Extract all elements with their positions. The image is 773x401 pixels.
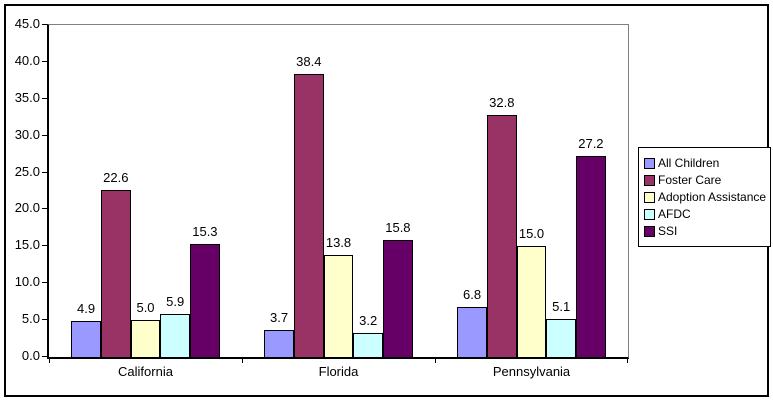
legend-entry-adoption-assistance: Adoption Assistance xyxy=(644,189,766,205)
bar-all-children-pennsylvania xyxy=(457,306,487,357)
legend-label: SSI xyxy=(658,224,678,238)
y-axis-tick-label: 10.0 xyxy=(14,274,40,290)
bar-adoption-assistance-california xyxy=(130,320,161,357)
legend-swatch-ssi xyxy=(644,225,655,237)
x-axis-tick xyxy=(242,358,243,363)
bar-value-label: 38.4 xyxy=(296,53,322,69)
legend-entry-all-children: All Children xyxy=(644,155,766,171)
category-label-pennsylvania: Pennsylvania xyxy=(492,364,571,379)
chart-frame: 0.0 5.0 10.0 15.0 20.0 25.0 30.0 35.0 40.0 45.0 4… xyxy=(4,4,772,397)
bar-value-label: 15.8 xyxy=(385,220,411,236)
y-axis-tick-label: 15.0 xyxy=(14,237,40,253)
y-axis-tick xyxy=(42,282,47,284)
bar-ssi-florida xyxy=(383,240,413,357)
bar-afdc-florida xyxy=(353,333,383,357)
bar-ssi-california xyxy=(190,244,220,357)
bar-all-children-california xyxy=(71,320,101,357)
bar-value-label: 6.8 xyxy=(463,286,482,302)
bar-value-label: 3.7 xyxy=(270,309,289,325)
bar-value-label: 3.2 xyxy=(359,313,378,329)
y-axis-tick-label: 0.0 xyxy=(21,348,40,363)
legend-label: Foster Care xyxy=(658,173,722,187)
bar-ssi-pennsylvania xyxy=(576,156,606,357)
bar-afdc-pennsylvania xyxy=(546,319,576,357)
bar-foster-care-california xyxy=(101,190,131,357)
legend-swatch-afdc xyxy=(644,208,655,220)
x-axis-tick xyxy=(627,358,628,363)
bar-value-label: 32.8 xyxy=(489,95,515,110)
y-axis-tick xyxy=(42,208,47,210)
y-axis-tick-label: 30.0 xyxy=(14,126,40,142)
y-axis-tick xyxy=(42,134,47,136)
category-label-california: California xyxy=(118,364,173,379)
y-axis-tick-label: 20.0 xyxy=(14,200,40,216)
legend-label: All Children xyxy=(658,156,720,170)
plot-area: 4.9 3.7 6.8 22.6 38.4 32.8 5.0 13.8 15.0 5.9 3.2 5.… xyxy=(47,24,629,359)
bar-value-label: 22.6 xyxy=(103,170,129,186)
legend-swatch-all-children xyxy=(644,157,655,169)
y-axis-tick-label: 45.0 xyxy=(14,16,40,31)
y-axis-tick-label: 25.0 xyxy=(14,163,40,179)
bar-foster-care-pennsylvania xyxy=(487,115,517,357)
legend: All Children Foster Care Adoption Assistan… xyxy=(638,147,772,247)
legend-label: AFDC xyxy=(658,207,691,221)
y-axis-tick-label: 5.0 xyxy=(21,311,40,327)
legend-swatch-adoption-assistance xyxy=(644,191,655,203)
y-axis-tick xyxy=(42,24,47,25)
bar-value-label: 5.9 xyxy=(166,293,185,309)
x-axis-tick xyxy=(49,358,50,363)
bar-adoption-assistance-pennsylvania xyxy=(516,246,547,357)
bar-all-children-florida xyxy=(264,329,294,357)
y-axis-tick xyxy=(42,60,47,62)
y-axis-tick-label: 40.0 xyxy=(14,52,40,68)
legend-label: Adoption Assistance xyxy=(658,190,767,204)
bar-value-label: 4.9 xyxy=(77,300,96,316)
y-axis-tick xyxy=(42,97,47,99)
y-axis-tick xyxy=(42,171,47,173)
bar-value-label: 15.3 xyxy=(192,224,218,240)
bar-afdc-california xyxy=(160,313,190,357)
bar-value-label: 15.0 xyxy=(518,226,545,242)
legend-entry-afdc: AFDC xyxy=(644,206,766,222)
category-label-florida: Florida xyxy=(318,364,359,379)
bar-value-label: 13.8 xyxy=(325,235,352,251)
bar-value-label: 27.2 xyxy=(578,136,604,152)
y-axis-tick-label: 35.0 xyxy=(14,89,40,105)
y-axis-tick xyxy=(42,319,47,321)
bar-adoption-assistance-florida xyxy=(323,255,354,357)
y-axis-tick xyxy=(42,356,47,357)
legend-entry-ssi: SSI xyxy=(644,223,766,239)
bar-value-label: 5.0 xyxy=(136,300,155,316)
legend-entry-foster-care: Foster Care xyxy=(644,172,766,188)
bar-value-label: 5.1 xyxy=(552,299,571,315)
x-axis-tick xyxy=(435,358,436,363)
bar-foster-care-florida xyxy=(294,73,324,357)
y-axis-tick xyxy=(42,245,47,247)
legend-swatch-foster-care xyxy=(644,174,655,186)
